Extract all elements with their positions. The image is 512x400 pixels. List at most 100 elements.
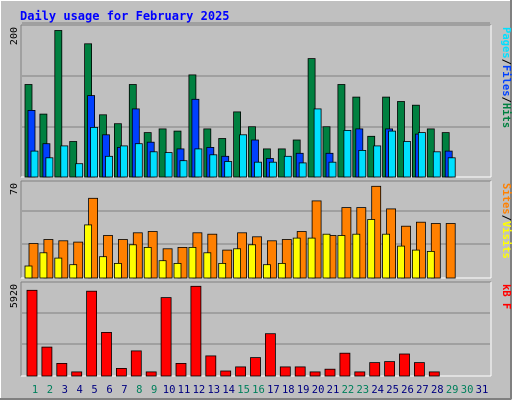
- day-label-10: 10: [163, 384, 176, 396]
- bar-kb-f-day-5: [86, 290, 97, 377]
- bar-hits-day-3: [54, 30, 63, 178]
- panel-traffic: 200 Pages/Files/Hits: [9, 22, 512, 178]
- bar-visits-day-20: [307, 237, 316, 279]
- panel-visitors-bars: [24, 185, 456, 279]
- bar-visits-day-22: [337, 235, 346, 279]
- legend-entry-visits: Visits: [500, 221, 512, 259]
- panel-visitors-max-label: 70: [9, 183, 20, 195]
- bar-kb-f-day-25: [384, 361, 396, 377]
- bar-kb-f-day-2: [41, 346, 53, 377]
- bar-sites-day-4: [73, 241, 84, 279]
- bar-pages-day-10: [164, 152, 173, 178]
- day-label-31: 31: [476, 384, 489, 396]
- bar-pages-day-16: [254, 161, 262, 178]
- bar-visits-day-9: [143, 246, 152, 279]
- day-label-21: 21: [327, 384, 340, 396]
- bar-sites-day-7: [118, 239, 128, 279]
- bar-pages-day-9: [149, 151, 158, 178]
- day-axis-labels: 1 2 3 4 5 6 7 8 9 10 11 12 13 14 15 16 17 18 19 20 21 22 23 24 2…: [32, 384, 488, 396]
- bar-visits-day-6: [99, 256, 107, 279]
- day-label-26: 26: [401, 384, 414, 396]
- legend-entry-files: Files: [500, 65, 512, 97]
- bar-visits-day-25: [382, 233, 391, 279]
- day-label-11: 11: [178, 384, 191, 396]
- day-label-15: 15: [237, 384, 250, 396]
- bar-visits-day-1: [24, 265, 33, 279]
- bar-pages-day-18: [283, 155, 292, 178]
- bar-sites-day-11: [177, 246, 188, 279]
- bar-pages-day-13: [209, 154, 218, 178]
- legend-entry-kb-f: kB F: [500, 284, 512, 309]
- bar-visits-day-18: [277, 262, 286, 279]
- bar-pages-day-11: [179, 160, 188, 178]
- bar-visits-day-11: [173, 262, 182, 279]
- bar-pages-day-7: [120, 145, 128, 178]
- day-label-14: 14: [222, 384, 235, 396]
- day-label-8: 8: [136, 384, 142, 396]
- day-label-27: 27: [416, 384, 429, 396]
- bar-kb-f-day-8: [130, 350, 142, 377]
- bar-kb-f-day-20: [309, 371, 321, 377]
- bar-sites-day-17: [266, 240, 277, 279]
- bar-pages-day-20: [313, 108, 322, 178]
- bar-visits-day-26: [397, 245, 405, 279]
- bar-pages-day-4: [75, 163, 84, 178]
- day-label-22: 22: [342, 384, 355, 396]
- day-label-7: 7: [121, 384, 127, 396]
- panel-volume: 5920 kB F: [9, 281, 512, 377]
- bar-kb-f-day-4: [71, 371, 83, 377]
- bar-visits-day-23: [352, 233, 361, 279]
- bar-pages-day-24: [373, 145, 382, 178]
- day-label-17: 17: [267, 384, 280, 396]
- bar-pages-day-5: [90, 127, 98, 178]
- bar-pages-day-28: [432, 151, 441, 178]
- bar-pages-day-22: [343, 129, 352, 178]
- bar-hits-day-26: [397, 101, 405, 178]
- bar-visits-day-17: [262, 264, 271, 279]
- bar-pages-day-26: [403, 141, 411, 178]
- bar-pages-day-1: [30, 150, 39, 178]
- bar-kb-f-day-9: [145, 371, 157, 377]
- bar-visits-day-19: [292, 237, 301, 279]
- bar-visits-day-24: [367, 219, 376, 279]
- bar-pages-day-15: [239, 134, 248, 178]
- bar-pages-day-14: [224, 161, 233, 178]
- bar-kb-f-day-1: [26, 289, 38, 377]
- chart-title: Daily usage for February 2025: [20, 9, 230, 23]
- day-label-13: 13: [207, 384, 220, 396]
- day-label-3: 3: [62, 384, 68, 396]
- day-label-20: 20: [312, 384, 325, 396]
- panel-visitors: 70 Sites/Visits: [9, 180, 512, 279]
- day-label-5: 5: [91, 384, 97, 396]
- bar-kb-f-day-24: [369, 362, 381, 377]
- bar-visits-day-10: [158, 260, 167, 279]
- bar-pages-day-25: [388, 130, 397, 178]
- bar-kb-f-day-6: [101, 331, 112, 377]
- bar-pages-day-6: [105, 155, 113, 178]
- bar-visits-day-13: [203, 252, 212, 279]
- legend-separator: /: [500, 97, 512, 103]
- day-label-29: 29: [446, 384, 459, 396]
- bar-kb-f-day-7: [116, 367, 127, 377]
- bar-kb-f-day-12: [190, 285, 202, 377]
- bar-sites-day-28: [430, 223, 441, 279]
- day-label-24: 24: [371, 384, 384, 396]
- bar-kb-f-day-15: [235, 366, 247, 377]
- bar-visits-day-4: [69, 264, 78, 279]
- bar-kb-f-day-19: [294, 366, 306, 377]
- day-label-12: 12: [193, 384, 206, 396]
- day-label-28: 28: [431, 384, 444, 396]
- panel-traffic-bars: [24, 30, 456, 178]
- day-label-9: 9: [151, 384, 157, 396]
- bar-pages-day-19: [298, 162, 307, 178]
- day-label-30: 30: [461, 384, 474, 396]
- bar-pages-day-17: [268, 161, 277, 178]
- day-label-1: 1: [32, 384, 38, 396]
- bar-kb-f-day-11: [175, 362, 187, 377]
- bar-pages-day-29: [447, 157, 456, 178]
- bar-visits-day-21: [322, 233, 331, 279]
- day-label-6: 6: [106, 384, 112, 396]
- panel-traffic-legend: Pages/Files/Hits: [500, 27, 512, 128]
